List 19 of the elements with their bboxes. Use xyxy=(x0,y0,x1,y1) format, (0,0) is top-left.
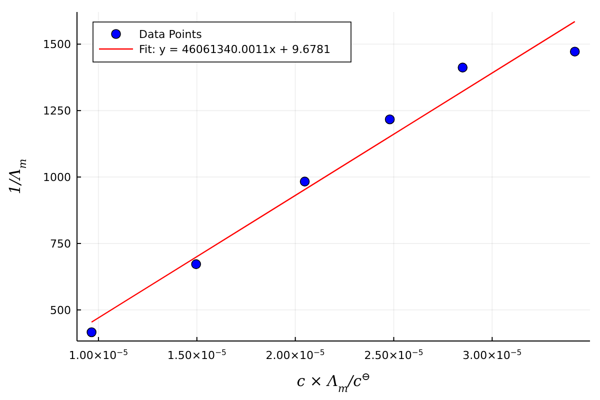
x-tick-label: 2.50×10$^{−5}$ xyxy=(364,348,424,362)
x-tick-label: 3.00×10$^{−5}$ xyxy=(462,348,522,362)
point xyxy=(570,46,580,56)
y-tick-label: 750 xyxy=(50,237,71,250)
point xyxy=(384,114,395,124)
y-tick-label: 1000 xyxy=(43,170,71,184)
x-tick-label: 1.50×10$^{−5}$ xyxy=(167,348,227,362)
point xyxy=(300,176,310,186)
point xyxy=(86,327,96,338)
x-axis-title: c × Λ$_{m}$/c$^{⊖}$ xyxy=(296,371,370,395)
y-tick-label: 500 xyxy=(50,304,71,317)
legend-label: Data Points xyxy=(139,28,202,41)
x-tick-label: 2.00×10$^{−5}$ xyxy=(266,348,325,362)
point xyxy=(191,259,201,270)
y-tick-label: 1250 xyxy=(43,104,71,118)
point xyxy=(458,62,468,72)
legend-label: Fit: y = 46061340.0011x + 9.6781 xyxy=(139,42,331,56)
y-tick-label: 1500 xyxy=(43,38,71,52)
x-tick-label: 1.00×10$^{−5}$ xyxy=(68,348,128,362)
